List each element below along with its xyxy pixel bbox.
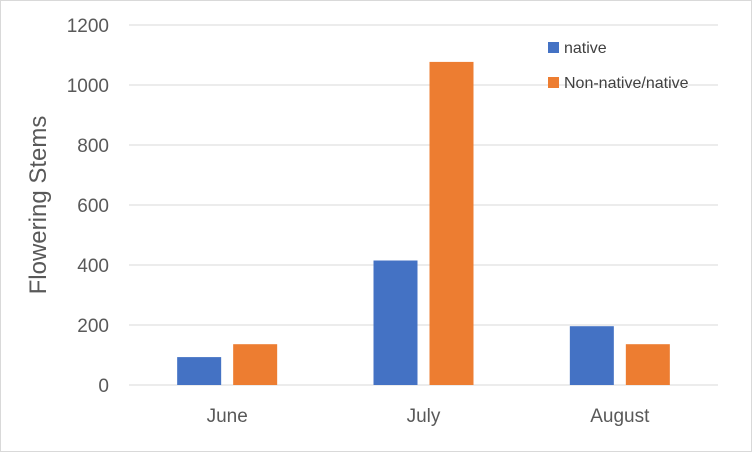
y-tick-label: 1200: [67, 16, 109, 37]
legend-label-native: native: [564, 40, 607, 57]
bar-non-native-native-july: [429, 61, 474, 386]
x-tick-label-july: July: [407, 406, 441, 427]
y-tick-label: 600: [77, 196, 109, 217]
legend-label-non-native-native: Non-native/native: [564, 75, 689, 92]
y-tick-label: 800: [77, 136, 109, 157]
y-tick-label: 200: [77, 316, 109, 337]
legend: native Non-native/native: [548, 40, 689, 92]
bar-native-august: [569, 326, 614, 385]
x-tick-label-august: August: [590, 406, 650, 427]
y-tick-label: 1000: [67, 76, 109, 97]
y-tick-labels: 0 200 400 600 800 1000 1200: [67, 16, 109, 397]
gridlines: [129, 24, 718, 386]
y-tick-label: 400: [77, 256, 109, 277]
bars: [177, 61, 670, 386]
bar-non-native-native-june: [233, 344, 278, 385]
y-tick-label: 0: [98, 376, 109, 397]
x-tick-label-june: June: [207, 406, 248, 427]
bar-non-native-native-august: [625, 344, 670, 385]
legend-swatch-native: [548, 42, 559, 53]
legend-swatch-non-native-native: [548, 77, 559, 88]
x-tick-labels: June July August: [207, 406, 651, 427]
bar-native-june: [177, 357, 222, 385]
y-axis-title: Flowering Stems: [25, 116, 52, 295]
bar-native-july: [373, 260, 418, 385]
